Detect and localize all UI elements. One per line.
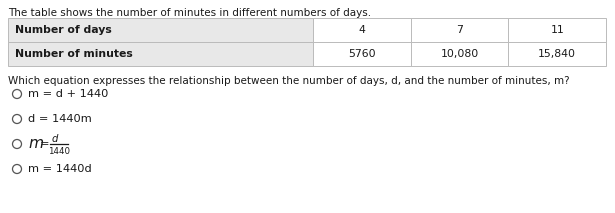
Text: Number of minutes: Number of minutes [15, 49, 133, 59]
Text: 7: 7 [456, 25, 463, 35]
Text: The table shows the number of minutes in different numbers of days.: The table shows the number of minutes in… [8, 8, 371, 18]
Bar [313, 42, 411, 66]
Text: $m$: $m$ [28, 135, 44, 153]
Bar [411, 42, 509, 66]
Text: d: d [52, 134, 58, 144]
Text: 11: 11 [550, 25, 564, 35]
Text: d = 1440m: d = 1440m [28, 114, 92, 124]
Text: m = 1440d: m = 1440d [28, 164, 92, 174]
Bar [313, 18, 411, 42]
Text: Which equation expresses the relationship between the number of days, d, and the: Which equation expresses the relationshi… [8, 76, 569, 86]
Text: 5760: 5760 [348, 49, 376, 59]
Bar [8, 42, 313, 66]
Text: 4: 4 [359, 25, 365, 35]
Bar [509, 42, 606, 66]
Text: 10,080: 10,080 [440, 49, 478, 59]
Bar [8, 18, 313, 42]
Text: Number of days: Number of days [15, 25, 112, 35]
Bar [411, 18, 509, 42]
Text: 1440: 1440 [48, 147, 70, 157]
Text: m = d + 1440: m = d + 1440 [28, 89, 108, 99]
Text: 15,840: 15,840 [538, 49, 576, 59]
Text: =: = [40, 139, 49, 149]
Bar [509, 18, 606, 42]
